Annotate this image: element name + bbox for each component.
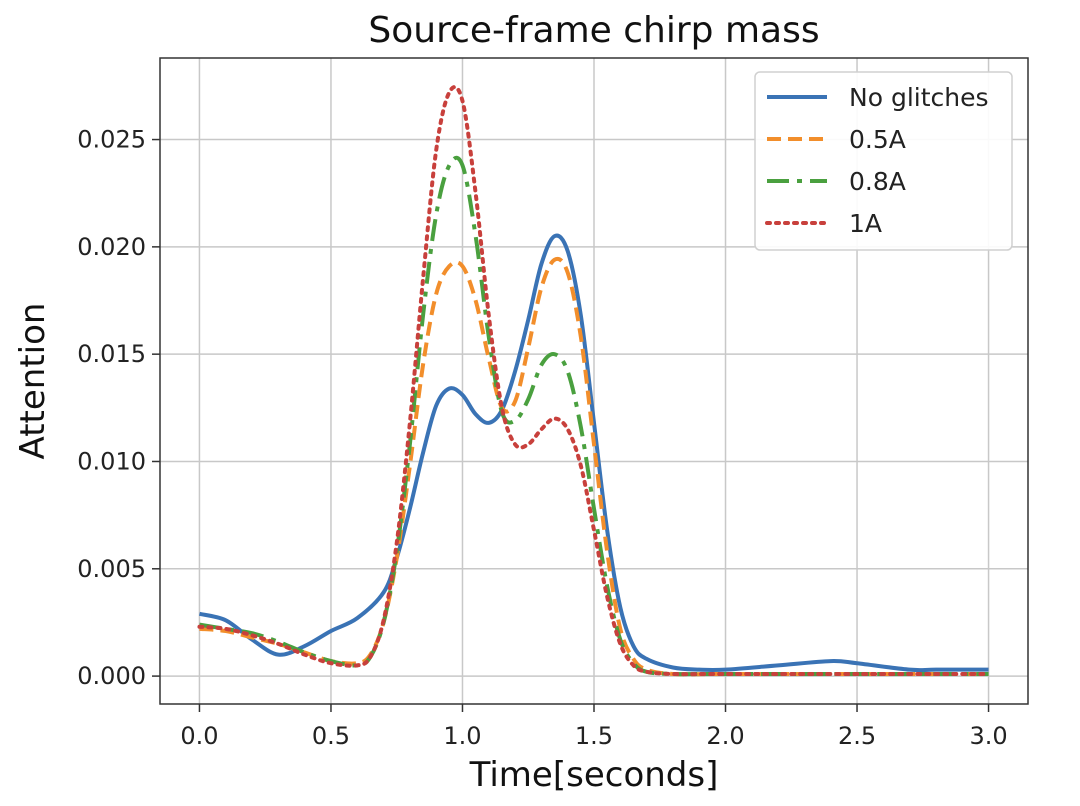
x-tick-label: 0.0	[180, 722, 218, 750]
legend-label-1: 0.5A	[849, 125, 906, 154]
y-axis-label: Attention	[13, 303, 53, 460]
legend: No glitches 0.5A 0.8A 1A	[754, 71, 1013, 251]
legend-label-3: 1A	[849, 209, 882, 238]
series-line-3	[197, 85, 991, 677]
axis-ticks: 0.0 0.5 1.0 1.5 2.0 2.5 3.0 0.000 0.005 0.010 0.01…	[77, 126, 1007, 750]
y-tick-label: 0.015	[77, 340, 146, 368]
x-tick-label: 1.5	[575, 722, 613, 750]
x-tick-label: 0.5	[312, 722, 350, 750]
x-tick-label: 3.0	[969, 722, 1007, 750]
x-axis-label: Time[seconds]	[469, 755, 719, 795]
plot-lines	[197, 85, 991, 677]
legend-label-0: No glitches	[849, 83, 989, 112]
y-tick-label: 0.005	[77, 555, 146, 583]
x-tick-label: 2.5	[838, 722, 876, 750]
chart-title: Source-frame chirp mass	[368, 10, 819, 51]
series-line-0	[198, 233, 989, 673]
y-tick-label: 0.025	[77, 126, 146, 154]
x-tick-label: 2.0	[706, 722, 744, 750]
x-tick-label: 1.0	[443, 722, 481, 750]
y-tick-label: 0.000	[77, 662, 146, 690]
y-tick-label: 0.010	[77, 447, 146, 475]
legend-box	[754, 71, 1013, 251]
y-tick-label: 0.020	[77, 233, 146, 261]
legend-label-2: 0.8A	[849, 167, 906, 196]
